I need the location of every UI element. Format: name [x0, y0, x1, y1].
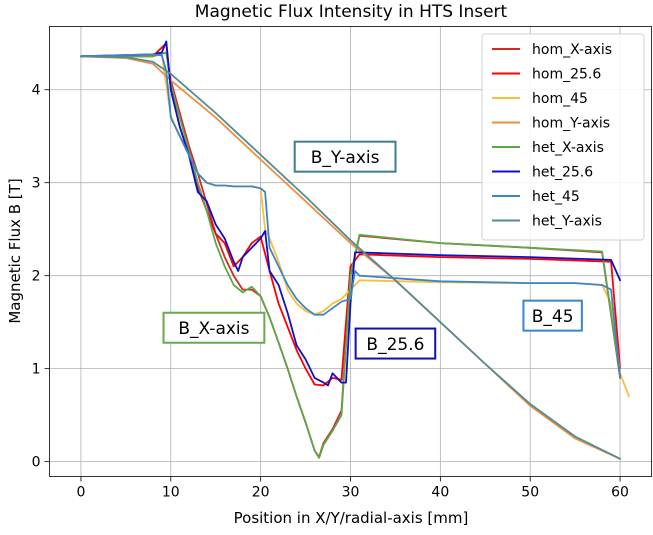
legend-label: hom_25.6	[532, 67, 601, 83]
annotation-box	[354, 327, 437, 360]
legend-frame	[481, 33, 645, 241]
x-axis-label: Position in X/Y/radial-axis [mm]	[234, 509, 469, 527]
legend-label: het_X-axis	[532, 140, 604, 156]
y-tick-label: 2	[32, 269, 41, 285]
series-line-het_X-axis	[80, 51, 621, 459]
y-axis-label: Magnetic Flux B [T]	[6, 178, 24, 323]
y-tick-label: 4	[32, 83, 41, 99]
x-tick-label: 40	[431, 485, 449, 501]
series-line-het_Y-axis	[80, 55, 621, 460]
annotation-label: B_45	[532, 307, 574, 327]
legend: hom_X-axis hom_25.6 hom_45 hom_Y-axis het_X-…	[481, 33, 645, 241]
y-tick-label: 1	[32, 362, 41, 378]
annotation-label: B_Y-axis	[311, 148, 380, 168]
annotation-label: B_25.6	[366, 335, 424, 355]
series-lines	[80, 40, 630, 460]
legend-label: hom_X-axis	[532, 42, 612, 58]
series-line-het_45	[80, 53, 621, 379]
legend-label: het_25.6	[532, 165, 593, 181]
chart-title: Magnetic Flux Intensity in HTS Insert	[195, 2, 508, 22]
y-tick-label: 0	[32, 455, 41, 471]
x-tick-label: 10	[162, 485, 180, 501]
x-tick-label: 50	[521, 485, 539, 501]
annotations: B_Y-axis B_X-axis B_25.6 B_45	[162, 140, 583, 360]
axis-ticks: 0 10 20 30 40 50 60 0 1 2 3 4	[32, 83, 629, 501]
legend-label: het_Y-axis	[532, 214, 602, 230]
y-tick-label: 3	[32, 176, 41, 192]
annotation-box	[162, 311, 266, 344]
x-tick-label: 20	[252, 485, 270, 501]
annotation-box	[293, 140, 397, 173]
annotation-label: B_X-axis	[178, 319, 249, 339]
legend-label: hom_45	[532, 91, 588, 107]
x-tick-label: 60	[611, 485, 629, 501]
legend-label: hom_Y-axis	[532, 116, 610, 132]
annotation-box	[522, 299, 583, 332]
legend-label: het_45	[532, 189, 580, 205]
x-tick-label: 30	[342, 485, 360, 501]
series-line-hom_Y-axis	[80, 55, 621, 460]
x-tick-label: 0	[76, 485, 85, 501]
